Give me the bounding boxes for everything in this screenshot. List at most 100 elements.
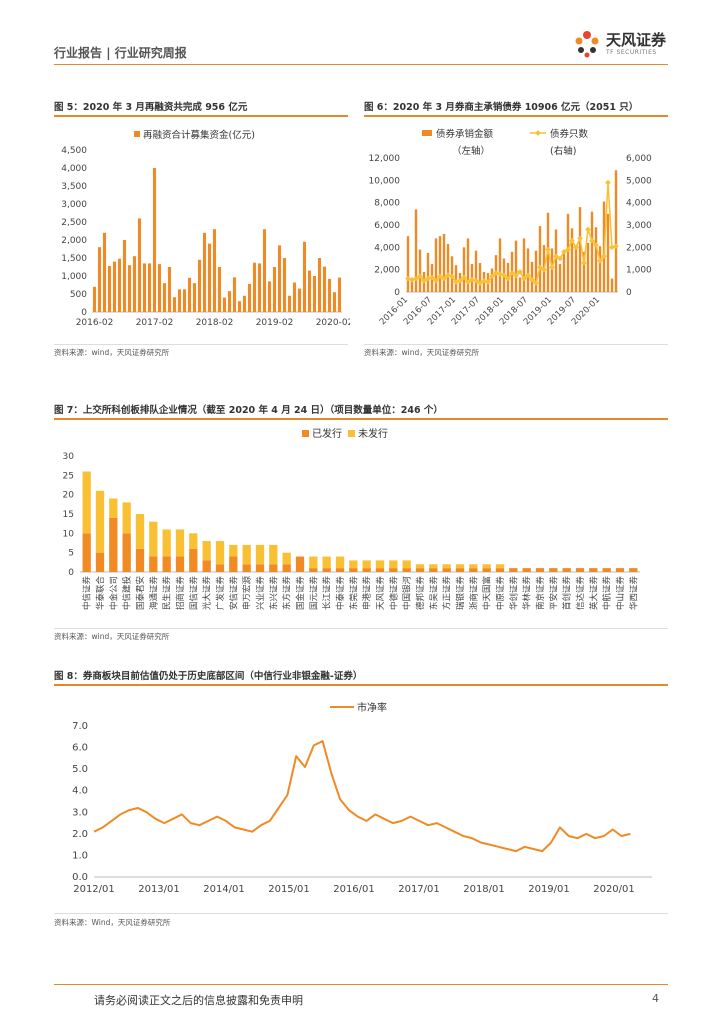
bar-issued: [269, 564, 278, 572]
bar-issued: [509, 568, 518, 572]
x-tick-label: 2013/01: [138, 884, 180, 895]
bar: [518, 277, 522, 292]
bar: [332, 292, 337, 312]
brand-logo: 天风证券 TF SECURITIES: [570, 27, 680, 61]
bar: [498, 238, 502, 292]
y-tick-label: 0: [68, 568, 74, 578]
x-tick-label: 信达证券: [575, 576, 586, 611]
bar-issued: [629, 568, 638, 572]
bar-issued: [429, 568, 438, 572]
fig5-source-rule: [54, 344, 348, 345]
x-tick-label: 中天国富: [482, 576, 493, 610]
x-tick-label: 广发证券: [215, 576, 226, 611]
bar-issued: [295, 556, 305, 572]
bar: [590, 211, 594, 292]
bar-unissued: [82, 471, 91, 534]
x-tick-label: 东吴证券: [428, 576, 439, 611]
x-tick-label: 2016/01: [333, 884, 375, 895]
bar: [207, 243, 212, 312]
bar: [102, 232, 107, 312]
bar-issued: [122, 533, 131, 572]
bar-unissued: [375, 560, 385, 569]
bar-issued: [362, 568, 371, 572]
y-tick-label: 0: [81, 308, 87, 318]
bar: [594, 227, 598, 292]
bar-issued: [455, 568, 465, 572]
bar: [242, 295, 247, 312]
x-tick-label: 中信证券: [82, 576, 93, 611]
fig7-source: 资料来源：wind，天风证券研究所: [54, 632, 170, 641]
x-tick-label: 中泰证券: [335, 576, 346, 611]
line-point: [569, 237, 575, 244]
y-left-tick-label: 6,000: [374, 221, 400, 231]
y-tick-label: 4,500: [61, 146, 87, 156]
line-point: [505, 275, 511, 282]
bar: [327, 278, 332, 312]
line-point: [453, 279, 459, 285]
bar: [478, 262, 482, 292]
fig6-rule: [364, 115, 668, 117]
bar: [132, 256, 137, 312]
bar-unissued: [335, 556, 345, 569]
y-tick-label: 5: [68, 549, 74, 559]
bar-issued: [375, 568, 385, 572]
fig5-title: 图 5：2020 年 3 月再融资共完成 956 亿元: [54, 102, 248, 113]
line-point: [557, 255, 563, 262]
bar-issued: [282, 564, 291, 572]
line-point: [537, 264, 543, 271]
y-right-tick-label: 6,000: [626, 154, 652, 164]
bar: [606, 213, 610, 292]
fig5-source: 资料来源：wind，天风证券研究所: [54, 348, 170, 357]
line-point: [421, 278, 427, 284]
bar: [558, 264, 562, 292]
bar-unissued: [229, 544, 238, 557]
bar-issued: [535, 568, 545, 572]
line-point: [441, 275, 447, 282]
bar-unissued: [455, 564, 465, 569]
bar-unissued: [95, 490, 105, 553]
legend-line-label: 债券只数: [550, 128, 589, 140]
bar: [157, 264, 162, 312]
x-tick-label: 中原证券: [495, 576, 506, 611]
bar: [152, 168, 157, 312]
bar-unissued: [282, 552, 291, 565]
line-point: [533, 280, 539, 286]
line-point: [497, 271, 503, 277]
bar: [202, 232, 207, 312]
x-tick-label: 德邦证券: [415, 576, 426, 611]
bar-issued: [189, 548, 198, 572]
x-tick-label: 南京证券: [535, 576, 546, 611]
y-tick-label: 3,500: [61, 182, 87, 192]
y-left-tick-label: 0: [394, 288, 400, 298]
bar-unissued: [215, 541, 225, 565]
bar-unissued: [442, 564, 451, 569]
line-point: [473, 278, 479, 284]
bar-unissued: [389, 560, 398, 569]
legend-unissued-label: 未发行: [358, 427, 388, 440]
x-tick-label: 国元证券: [308, 576, 319, 611]
bar: [227, 291, 232, 312]
report-header: 行业报告 | 行业研究周报: [54, 44, 187, 61]
bar: [232, 277, 237, 312]
bar: [570, 228, 574, 292]
bar: [490, 268, 494, 292]
fig6-source-rule: [364, 344, 668, 345]
bar: [282, 258, 287, 312]
bar-issued: [309, 568, 318, 572]
legend-bar-swatch: [422, 130, 432, 136]
x-tick-label: 兴业证券: [255, 576, 266, 611]
x-tick-label: 瑞银证券: [455, 576, 466, 611]
line-point: [449, 273, 455, 280]
line-point: [585, 226, 591, 233]
x-tick-label: 华泰联合: [95, 576, 106, 611]
bar-issued: [229, 556, 238, 572]
bar: [406, 236, 410, 292]
bar: [107, 265, 112, 312]
bar: [222, 297, 227, 312]
x-tick-label: 2014/01: [203, 884, 245, 895]
footer-divider: [54, 984, 668, 985]
bar: [257, 263, 262, 312]
bar: [292, 282, 297, 312]
bar-unissued: [309, 556, 318, 569]
bar-issued: [602, 568, 611, 572]
